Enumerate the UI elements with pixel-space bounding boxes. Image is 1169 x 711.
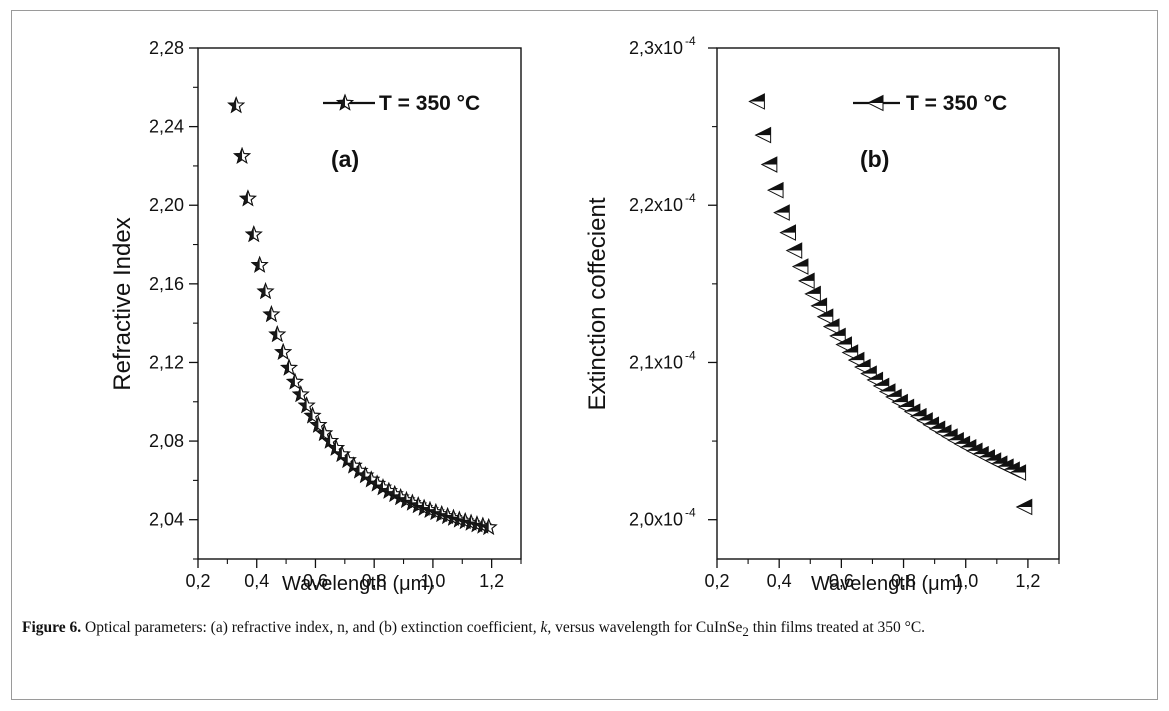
panel-b-y-tick-exponent: -4 (685, 191, 696, 205)
panel-b-legend-triangle (866, 94, 884, 112)
caption-text-3: thin films treated at 350 °C. (748, 619, 926, 636)
panel-b-x-tick-label: 1,0 (953, 571, 978, 591)
panel-a-data-point (309, 415, 328, 433)
panel-a-data-point (227, 96, 246, 114)
panel-a-data-point (479, 517, 498, 535)
panel-a-x-tick-label: 0,8 (362, 571, 387, 591)
panel-a-data-point (280, 358, 298, 376)
panel-b-data-point (847, 351, 865, 369)
panel-b-data-point (754, 126, 772, 144)
caption-text-1: Optical parameters: (a) refractive index… (81, 619, 541, 636)
panel-b-legend: T = 350 °C (853, 92, 1007, 115)
panel-a-legend-label: T = 350 °C (379, 92, 480, 115)
caption-k-symbol: k (540, 619, 548, 636)
panel-a-x-tick-label: 1,0 (420, 571, 445, 591)
panel-a-y-tick-label: 2,28 (149, 38, 184, 58)
panel-a-x-tick-label: 0,6 (303, 571, 328, 591)
panel-b-x-tick-label: 0,4 (767, 571, 792, 591)
panel-b-y-tick-label: 2,2x10 (629, 195, 683, 215)
panel-a-y-tick-label: 2,20 (149, 195, 184, 215)
panel-a-data-point (268, 325, 287, 343)
panel-a-y-tick-label: 2,04 (149, 510, 184, 530)
panel-a-data-points (227, 96, 498, 535)
panel-a-data-point (238, 189, 257, 207)
panel-b-data-point (798, 272, 815, 290)
panel-a-y-axis-label: Refractive Index (109, 217, 136, 390)
figure-frame (11, 10, 1158, 700)
panel-b-data-point (766, 181, 784, 199)
panel-b-legend-marker (866, 94, 884, 112)
panel-b-data-point (773, 204, 790, 221)
panel-b-plot-frame (716, 47, 1060, 560)
panel-b-data-point (816, 308, 834, 326)
panel-b-legend-label: T = 350 °C (906, 92, 1007, 115)
panel-a-plot-frame (197, 47, 522, 560)
panel-b-data-point (822, 318, 840, 335)
panel-a-y-tick-label: 2,12 (149, 352, 184, 372)
panel-a-legend-star (336, 93, 354, 111)
panel-a-data-point (297, 396, 316, 414)
panel-b-y-tick-label: 2,0x10 (629, 510, 683, 530)
panel-a-x-tick-label: 0,4 (244, 571, 269, 591)
caption-label: Figure 6. (22, 619, 82, 636)
panel-a-data-point (256, 282, 275, 300)
panel-a-data-point (303, 406, 322, 424)
panel-b-x-tick-label: 0,8 (891, 571, 916, 591)
caption-text-2: , versus wavelength for CuInSe (547, 619, 743, 636)
panel-a-data-point (285, 372, 304, 390)
panel-b-data-point (835, 336, 852, 353)
panel-a-y-axis: 2,04 2,08 2,12 2,16 2,20 2,24 2,28 (149, 38, 198, 560)
panel-b-y-axis-label: Extinction coffecient (584, 197, 611, 410)
panel-a-x-axis: 0,2 0,4 0,6 0,8 1,0 1,2 (185, 559, 522, 591)
panel-b-y-tick-label: 2,3x10 (629, 38, 683, 58)
panel-b-y-axis: 2,0x10 -42,1x10 -42,2x10 -42,3x10 -4 (629, 34, 717, 530)
panel-b-data-point (1009, 464, 1027, 481)
panel-b-panel-label: (b) (860, 146, 889, 172)
panel-b-y-tick-label: 2,1x10 (629, 352, 683, 372)
panel-a-legend-marker (336, 93, 354, 111)
panel-b-data-point (748, 93, 765, 110)
panel-b-chart: 0,2 0,4 0,6 0,8 1,0 1,2 2,0x10 -42,1x10 -42,2x1… (584, 34, 1060, 595)
panel-b-y-tick-exponent: -4 (685, 348, 696, 362)
panel-a-data-point (250, 255, 269, 273)
panel-a-y-tick-label: 2,08 (149, 431, 184, 451)
panel-b-data-point (810, 297, 828, 315)
panel-a-data-point (321, 431, 340, 449)
panel-a-x-tick-label: 1,2 (479, 571, 504, 591)
panel-a-chart: 0,2 0,4 0,6 0,8 1,0 1,2 2,042,082,122,162,202… (109, 38, 522, 595)
caption-subscript: 2 (742, 624, 749, 640)
panel-a-y-tick-label: 2,24 (149, 117, 184, 137)
panel-b-x-tick-label: 0,6 (829, 571, 854, 591)
figure-caption: Figure 6. Optical parameters: (a) refrac… (22, 618, 1142, 641)
panel-a-legend: T = 350 °C (323, 92, 480, 115)
panel-b-data-point (760, 156, 778, 173)
panel-a-x-axis-label: Wavelength (μm) (282, 573, 434, 595)
panel-a-data-point (291, 385, 310, 403)
panel-a-y-tick-label: 2,16 (149, 274, 184, 294)
panel-b-x-tick-label: 1,2 (1015, 571, 1040, 591)
panel-a-data-point (274, 342, 293, 360)
panel-a-data-point (233, 146, 251, 164)
panel-b-x-axis: 0,2 0,4 0,6 0,8 1,0 1,2 (704, 559, 1060, 591)
panel-b-data-point (841, 344, 859, 361)
panel-b-x-axis-label: Wavelength (μm) (811, 573, 963, 595)
panel-b-data-point (779, 224, 797, 241)
panel-b-y-tick-exponent: -4 (685, 34, 696, 48)
panel-b-x-tick-label: 0,2 (704, 571, 729, 591)
panel-b-y-tick-exponent: -4 (685, 506, 696, 520)
panel-a-data-point (315, 424, 334, 442)
panel-b-data-point (791, 258, 809, 275)
panel-b-data-point (1015, 498, 1033, 516)
panel-a-data-point (262, 305, 281, 323)
panel-a-panel-label: (a) (331, 146, 359, 172)
panel-b-data-point (785, 242, 803, 259)
panel-b-data-points (748, 93, 1033, 516)
panel-a-data-point (244, 225, 263, 243)
panel-b-data-point (804, 285, 821, 303)
panel-a-x-tick-label: 0,2 (185, 571, 210, 591)
panel-b-data-point (829, 327, 846, 345)
